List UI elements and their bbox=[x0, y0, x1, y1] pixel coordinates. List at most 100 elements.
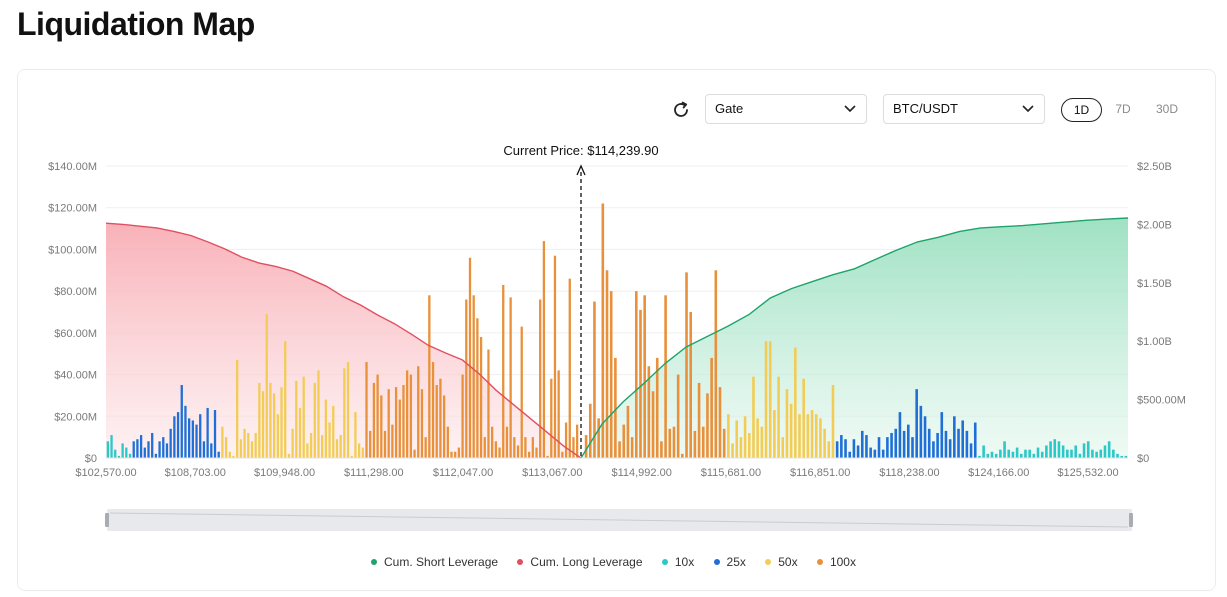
bar-short bbox=[1024, 449, 1027, 458]
bar-short bbox=[706, 393, 709, 458]
range-30d-button[interactable]: 30D bbox=[1155, 102, 1178, 116]
x-tick-label: $125,532.00 bbox=[1057, 467, 1118, 479]
bar-short bbox=[609, 291, 613, 458]
bar-long bbox=[173, 416, 176, 458]
bar-short bbox=[944, 430, 948, 458]
bar-long bbox=[387, 389, 390, 458]
bar-long bbox=[546, 455, 549, 458]
bar-long bbox=[258, 382, 261, 458]
bar-long bbox=[568, 278, 571, 458]
y-right-tick-label: $1.00B bbox=[1137, 336, 1172, 348]
bar-short bbox=[831, 385, 835, 458]
bar-short bbox=[881, 449, 885, 458]
bar-long bbox=[180, 385, 183, 458]
bar-long bbox=[136, 439, 139, 458]
bar-short bbox=[923, 416, 927, 458]
legend-dot bbox=[371, 559, 378, 565]
bar-short bbox=[994, 453, 998, 458]
bar-long bbox=[210, 443, 213, 458]
bar-long bbox=[472, 295, 475, 458]
bar-long bbox=[553, 255, 557, 458]
bar-long bbox=[350, 455, 353, 458]
x-tick-label: $109,948.00 bbox=[254, 467, 315, 479]
bar-short bbox=[907, 424, 910, 458]
bar-short bbox=[693, 430, 697, 458]
bar-short bbox=[1078, 453, 1082, 458]
bar-long bbox=[328, 422, 331, 458]
bar-short bbox=[785, 389, 789, 458]
bar-long bbox=[250, 441, 254, 458]
range-slider-handle-right bbox=[1129, 513, 1133, 527]
y-left-tick-label: $20.00M bbox=[54, 411, 97, 423]
bar-short bbox=[584, 435, 588, 458]
bar-short bbox=[681, 453, 684, 458]
bar-short bbox=[973, 422, 977, 458]
bar-long bbox=[184, 405, 187, 458]
bar-short bbox=[965, 430, 969, 458]
bar-short bbox=[969, 443, 973, 458]
bar-long bbox=[576, 424, 579, 458]
bar-short bbox=[798, 414, 801, 458]
y-right-tick-label: $2.50B bbox=[1137, 161, 1172, 173]
bar-short bbox=[722, 428, 726, 458]
legend-label: Cum. Short Leverage bbox=[384, 555, 499, 569]
bar-long bbox=[110, 435, 113, 458]
bar-short bbox=[860, 430, 864, 458]
bar-long bbox=[206, 407, 209, 458]
legend-short[interactable]: Cum. Short Leverage bbox=[371, 555, 498, 569]
bar-short bbox=[735, 420, 739, 458]
bar-short bbox=[668, 428, 672, 458]
bar-short bbox=[622, 424, 626, 458]
bar-short bbox=[1124, 455, 1128, 458]
x-tick-label: $102,570.00 bbox=[75, 467, 136, 479]
y-left-tick-label: $0 bbox=[85, 453, 97, 465]
range-7d-button[interactable]: 7D bbox=[1115, 102, 1131, 116]
bar-short bbox=[999, 449, 1002, 458]
bar-long bbox=[125, 447, 128, 458]
refresh-icon[interactable] bbox=[670, 99, 692, 121]
bar-short bbox=[664, 295, 667, 458]
bar-long bbox=[531, 437, 534, 458]
bar-long bbox=[239, 439, 243, 458]
legend-50x[interactable]: 50x bbox=[765, 555, 798, 569]
bar-short bbox=[814, 414, 818, 458]
bar-long bbox=[117, 455, 121, 458]
legend-100x[interactable]: 100x bbox=[816, 555, 856, 569]
bar-short bbox=[689, 312, 692, 458]
range-slider-handle-left bbox=[105, 513, 109, 527]
bar-short bbox=[1061, 445, 1065, 458]
bar-short bbox=[1045, 445, 1048, 458]
bar-short bbox=[940, 412, 944, 458]
exchange-select-value: Gate bbox=[715, 101, 744, 116]
x-tick-label: $115,681.00 bbox=[701, 467, 761, 479]
range-1d-button[interactable]: 1D bbox=[1061, 98, 1102, 122]
y-right-tick-label: $0 bbox=[1137, 453, 1149, 465]
bar-long bbox=[291, 428, 294, 458]
bar-short bbox=[886, 437, 889, 458]
legend-label: 10x bbox=[674, 555, 695, 569]
x-tick-label: $114,992.00 bbox=[611, 467, 671, 479]
legend-dot bbox=[661, 559, 668, 565]
bar-short bbox=[1070, 449, 1073, 458]
cum-long-line bbox=[105, 222, 582, 459]
pair-select[interactable]: BTC/USDT bbox=[883, 94, 1045, 124]
bar-short bbox=[593, 301, 596, 458]
bar-short bbox=[626, 405, 630, 458]
bar-short bbox=[1116, 453, 1119, 458]
legend-10x[interactable]: 10x bbox=[661, 555, 695, 569]
bar-long bbox=[417, 366, 420, 458]
bar-long bbox=[572, 437, 575, 458]
bar-short bbox=[588, 403, 592, 458]
bar-long bbox=[132, 441, 135, 458]
bar-long bbox=[339, 435, 342, 458]
bar-short bbox=[743, 416, 747, 458]
bar-short bbox=[1053, 439, 1057, 458]
bar-long bbox=[406, 370, 409, 458]
bar-long bbox=[564, 422, 568, 458]
bar-long bbox=[524, 437, 527, 458]
pair-select-value: BTC/USDT bbox=[893, 101, 958, 116]
exchange-select[interactable]: Gate bbox=[705, 94, 867, 124]
legend-25x[interactable]: 25x bbox=[713, 555, 746, 569]
legend-long[interactable]: Cum. Long Leverage bbox=[517, 555, 643, 569]
